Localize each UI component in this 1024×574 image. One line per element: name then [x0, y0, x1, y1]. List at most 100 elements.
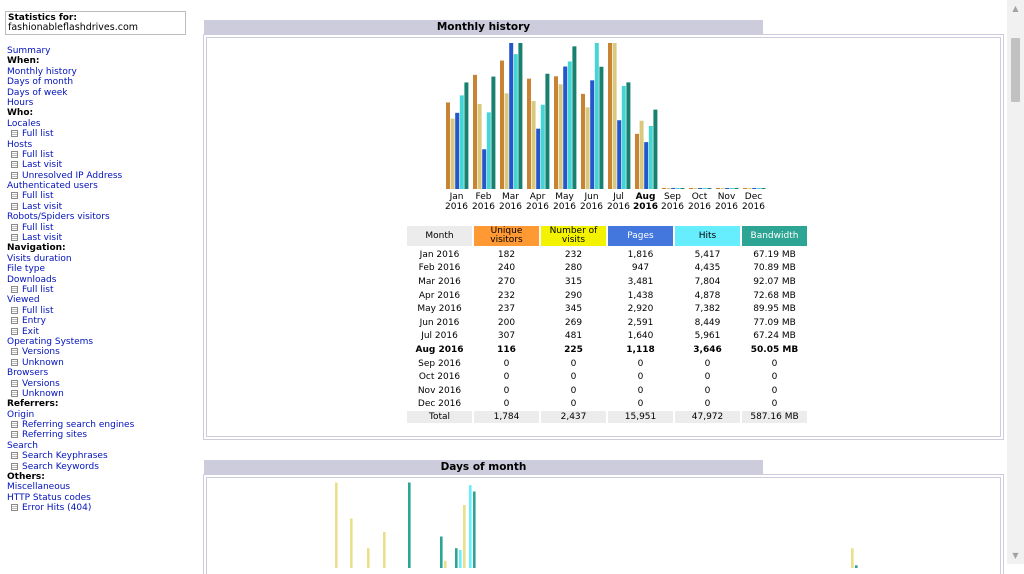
- menu-item-downloads[interactable]: Downloads: [7, 275, 134, 285]
- menu-label[interactable]: Unresolved IP Address: [22, 170, 123, 181]
- menu-label[interactable]: Search Keywords: [22, 461, 99, 472]
- table-cell: 0: [570, 385, 577, 396]
- menu-subitem-last-visit[interactable]: Last visit: [7, 202, 134, 212]
- menu-label[interactable]: Referring sites: [22, 430, 88, 441]
- day-bar: [367, 548, 370, 568]
- menu-item-search[interactable]: Search: [7, 441, 134, 451]
- table-cell: 345: [564, 304, 583, 315]
- menu-label[interactable]: HTTP Status codes: [7, 492, 91, 503]
- menu-label[interactable]: Summary: [7, 46, 51, 56]
- menu-label[interactable]: Referring search engines: [22, 420, 135, 431]
- menu-label[interactable]: Viewed: [7, 295, 40, 306]
- menu-label[interactable]: Error Hits (404): [22, 503, 92, 514]
- days-of-month-title: Days of month: [204, 460, 763, 474]
- menu-label[interactable]: Downloads: [7, 274, 57, 285]
- menu-label[interactable]: Hosts: [7, 139, 33, 150]
- menu-subitem-last-visit[interactable]: Last visit: [7, 160, 134, 170]
- menu-item-hours[interactable]: Hours: [7, 98, 134, 108]
- menu-item-robots-spiders-visitors[interactable]: Robots/Spiders visitors: [7, 212, 134, 222]
- menu-subitem-unresolved-ip-address[interactable]: Unresolved IP Address: [7, 171, 134, 181]
- day-bar: [444, 560, 447, 568]
- menu-label[interactable]: Miscellaneous: [7, 482, 71, 493]
- menu-label[interactable]: Versions: [22, 347, 60, 358]
- menu-item-browsers[interactable]: Browsers: [7, 368, 134, 378]
- menu-label[interactable]: Authenticated users: [7, 181, 98, 192]
- menu-item-monthly-history[interactable]: Monthly history: [7, 67, 134, 77]
- menu-subitem-versions[interactable]: Versions: [7, 347, 134, 357]
- scroll-down-icon[interactable]: ▼: [1012, 551, 1019, 560]
- menu-item-viewed[interactable]: Viewed: [7, 295, 134, 305]
- menu-label[interactable]: Days of week: [7, 87, 68, 98]
- menu-label[interactable]: Exit: [22, 326, 40, 337]
- monthly-bar: [590, 80, 595, 189]
- menu-label[interactable]: Hours: [7, 97, 34, 108]
- menu-item-locales[interactable]: Locales: [7, 119, 134, 129]
- menu-item-days-of-week[interactable]: Days of week: [7, 88, 134, 98]
- x-tick-label: Dec 2016: [740, 192, 767, 212]
- menu-subitem-full-list[interactable]: Full list: [7, 129, 134, 139]
- monthly-bar: [698, 188, 703, 189]
- vertical-scrollbar[interactable]: ▲ ▼: [1007, 0, 1024, 564]
- menu-label[interactable]: Search Keyphrases: [22, 451, 108, 462]
- menu-label[interactable]: Unknown: [22, 357, 64, 368]
- menu-label[interactable]: Full list: [22, 191, 54, 202]
- menu-item-authenticated-users[interactable]: Authenticated users: [7, 181, 134, 191]
- menu-label[interactable]: Locales: [7, 118, 41, 129]
- menu-subitem-entry[interactable]: Entry: [7, 316, 134, 326]
- table-cell: 290: [564, 290, 583, 301]
- menu-label[interactable]: Entry: [22, 316, 46, 327]
- menu-label[interactable]: Days of month: [7, 77, 74, 88]
- menu-label[interactable]: Full list: [22, 222, 54, 233]
- menu-subitem-error-hits-404[interactable]: Error Hits (404): [7, 503, 134, 513]
- days-bar-chart: [335, 482, 858, 568]
- menu-label[interactable]: Robots/Spiders visitors: [7, 212, 110, 223]
- menu-label[interactable]: Origin: [7, 409, 35, 420]
- menu-label[interactable]: Unknown: [22, 388, 64, 399]
- menu-subitem-search-keyphrases[interactable]: Search Keyphrases: [7, 451, 134, 461]
- menu-item-miscellaneous[interactable]: Miscellaneous: [7, 482, 134, 492]
- menu-label[interactable]: Last visit: [22, 201, 63, 212]
- scroll-thumb[interactable]: [1011, 38, 1020, 102]
- menu-item-operating-systems[interactable]: Operating Systems: [7, 337, 134, 347]
- menu-label[interactable]: Browsers: [7, 368, 49, 379]
- menu-subitem-referring-sites[interactable]: Referring sites: [7, 430, 134, 440]
- menu-label[interactable]: Visits duration: [7, 253, 72, 264]
- menu-subitem-full-list[interactable]: Full list: [7, 285, 134, 295]
- monthly-bar: [513, 54, 518, 190]
- menu-item-http-status-codes[interactable]: HTTP Status codes: [7, 493, 134, 503]
- scroll-up-icon[interactable]: ▲: [1012, 4, 1019, 13]
- menu-subitem-versions[interactable]: Versions: [7, 379, 134, 389]
- menu-subitem-unknown[interactable]: Unknown: [7, 389, 134, 399]
- menu-label[interactable]: Search: [7, 440, 38, 451]
- menu-label[interactable]: Full list: [22, 284, 54, 295]
- x-tick-year: 2016: [499, 202, 522, 212]
- menu-item-summary[interactable]: Summary: [7, 46, 134, 56]
- menu-subitem-full-list[interactable]: Full list: [7, 191, 134, 201]
- menu-item-days-of-month[interactable]: Days of month: [7, 77, 134, 87]
- menu-label[interactable]: Full list: [22, 149, 54, 160]
- menu-item-hosts[interactable]: Hosts: [7, 140, 134, 150]
- menu-label[interactable]: Versions: [22, 378, 60, 389]
- menu-subitem-search-keywords[interactable]: Search Keywords: [7, 462, 134, 472]
- menu-item-visits-duration[interactable]: Visits duration: [7, 254, 134, 264]
- menu-label[interactable]: Full list: [22, 129, 54, 140]
- menu-subitem-referring-search-engines[interactable]: Referring search engines: [7, 420, 134, 430]
- menu-subitem-full-list[interactable]: Full list: [7, 223, 134, 233]
- menu-subitem-full-list[interactable]: Full list: [7, 150, 134, 160]
- menu-subitem-full-list[interactable]: Full list: [7, 306, 134, 316]
- menu-label[interactable]: Monthly history: [7, 66, 77, 77]
- menu-subitem-unknown[interactable]: Unknown: [7, 358, 134, 368]
- menu-item-origin[interactable]: Origin: [7, 410, 134, 420]
- menu-label[interactable]: Last visit: [22, 233, 63, 244]
- table-cell: Nov 2016: [417, 385, 462, 396]
- menu-subitem-last-visit[interactable]: Last visit: [7, 233, 134, 243]
- menu-subitem-exit[interactable]: Exit: [7, 327, 134, 337]
- menu-label[interactable]: File type: [7, 264, 46, 275]
- menu-label[interactable]: Full list: [22, 305, 54, 316]
- menu-heading-others: Others:: [7, 472, 134, 482]
- menu-label[interactable]: Operating Systems: [7, 336, 94, 347]
- menu-label[interactable]: Last visit: [22, 160, 63, 171]
- menu-heading-referrers: Referrers:: [7, 399, 134, 409]
- menu-item-file-type[interactable]: File type: [7, 264, 134, 274]
- total-cell: 1,784: [474, 411, 539, 424]
